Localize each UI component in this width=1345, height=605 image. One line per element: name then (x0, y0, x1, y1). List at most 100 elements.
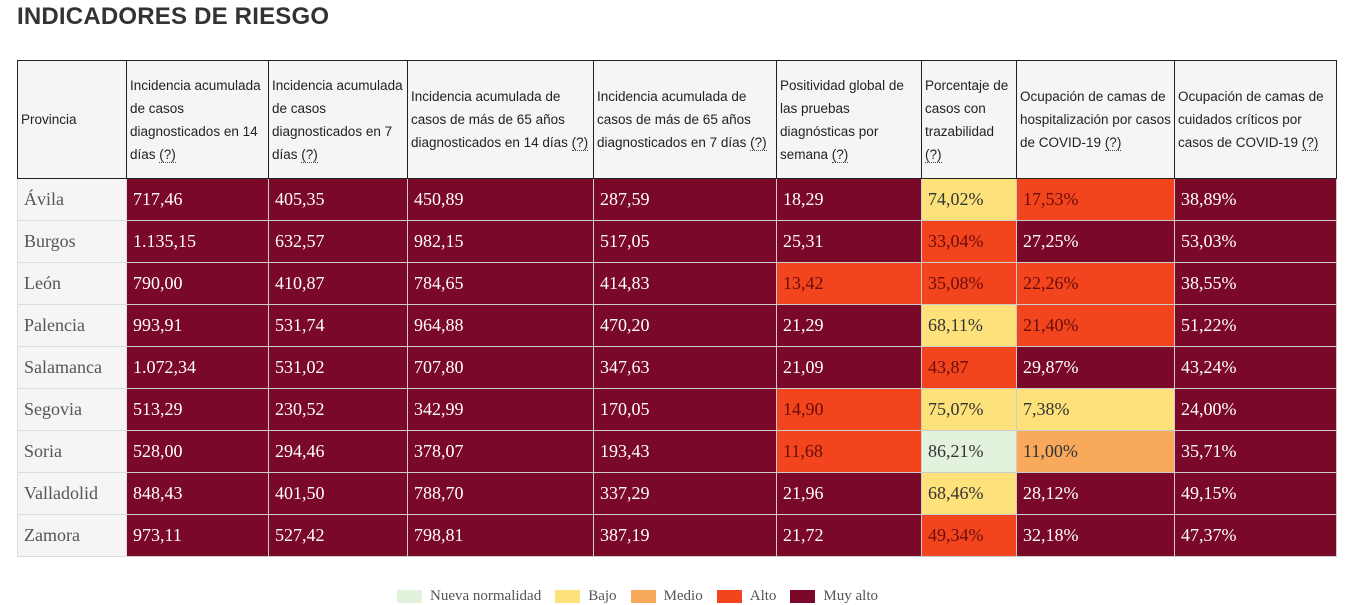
column-header-label: Incidencia acumulada de casos diagnostic… (130, 77, 261, 162)
province-cell: Burgos (17, 220, 127, 263)
province-cell: Soria (17, 430, 127, 473)
province-cell: León (17, 262, 127, 305)
indicator-cell: 49,15% (1174, 472, 1337, 515)
indicator-cell: 13,42 (776, 262, 922, 305)
indicator-cell: 337,29 (593, 472, 777, 515)
legend-swatch (397, 590, 422, 603)
indicator-cell: 11,00% (1016, 430, 1175, 473)
indicator-cell: 32,18% (1016, 514, 1175, 557)
help-tooltip-trigger[interactable]: (?) (571, 135, 589, 151)
column-header: Incidencia acumulada de casos de más de … (593, 60, 777, 179)
help-tooltip-trigger[interactable]: (?) (159, 146, 176, 163)
table-row: Ávila 717,46 405,35 450,89 287,59 18,29 74,02%… (17, 178, 1337, 221)
province-cell: Valladolid (17, 472, 127, 515)
indicator-cell: 51,22% (1174, 304, 1337, 347)
indicator-cell: 347,63 (593, 346, 777, 389)
column-header: Provincia (17, 60, 127, 179)
indicator-cell: 798,81 (407, 514, 594, 557)
legend-swatch (790, 590, 816, 603)
indicator-cell: 75,07% (921, 388, 1017, 431)
table-row: León 790,00 410,87 784,65 414,83 13,42 35,08% 2… (17, 262, 1337, 305)
legend-label: Muy alto (823, 588, 878, 604)
indicator-cell: 982,15 (407, 220, 594, 263)
indicator-cell: 717,46 (126, 178, 269, 221)
table-row: Segovia 513,29 230,52 342,99 170,05 14,90 75,0… (17, 388, 1337, 431)
province-cell: Palencia (17, 304, 127, 347)
indicator-cell: 18,29 (776, 178, 922, 221)
indicator-cell: 11,68 (776, 430, 922, 473)
indicator-cell: 170,05 (593, 388, 777, 431)
help-tooltip-trigger[interactable]: (?) (925, 146, 942, 163)
indicator-cell: 27,25% (1016, 220, 1175, 263)
column-header: Porcentaje de casos con trazabilidad (?) (921, 60, 1017, 179)
indicator-cell: 38,89% (1174, 178, 1337, 221)
column-header: Incidencia acumulada de casos diagnostic… (268, 60, 408, 179)
indicator-cell: 21,96 (776, 472, 922, 515)
indicator-cell: 28,12% (1016, 472, 1175, 515)
indicator-cell: 1.072,34 (126, 346, 269, 389)
legend-item: Bajo (555, 588, 617, 605)
indicator-cell: 21,40% (1016, 304, 1175, 347)
indicator-cell: 47,37% (1174, 514, 1337, 557)
legend: Nueva normalidad Bajo Medio Alto Muy alto (397, 588, 892, 605)
legend-item: Medio (630, 588, 703, 605)
indicator-cell: 33,04% (921, 220, 1017, 263)
indicator-cell: 517,05 (593, 220, 777, 263)
indicator-cell: 22,26% (1016, 262, 1175, 305)
indicator-cell: 531,02 (268, 346, 408, 389)
indicator-cell: 43,24% (1174, 346, 1337, 389)
indicator-cell: 21,09 (776, 346, 922, 389)
legend-swatch (630, 590, 656, 603)
indicator-cell: 342,99 (407, 388, 594, 431)
indicator-cell: 294,46 (268, 430, 408, 473)
indicator-cell: 21,29 (776, 304, 922, 347)
indicator-cell: 21,72 (776, 514, 922, 557)
province-cell: Segovia (17, 388, 127, 431)
table-row: Zamora 973,11 527,42 798,81 387,19 21,72 49,34… (17, 514, 1337, 557)
indicator-cell: 964,88 (407, 304, 594, 347)
table-row: Burgos 1.135,15 632,57 982,15 517,05 25,31 33,… (17, 220, 1337, 263)
indicator-cell: 38,55% (1174, 262, 1337, 305)
province-cell: Zamora (17, 514, 127, 557)
indicator-cell: 848,43 (126, 472, 269, 515)
help-tooltip-trigger[interactable]: (?) (1301, 135, 1319, 151)
indicator-cell: 17,53% (1016, 178, 1175, 221)
legend-item: Alto (716, 588, 777, 605)
indicator-cell: 788,70 (407, 472, 594, 515)
column-header-label: Incidencia acumulada de casos diagnostic… (272, 77, 403, 162)
indicator-cell: 68,46% (921, 472, 1017, 515)
help-tooltip-trigger[interactable]: (?) (750, 135, 767, 151)
help-tooltip-trigger[interactable]: (?) (301, 146, 318, 163)
help-tooltip-trigger[interactable]: (?) (1104, 135, 1122, 151)
indicator-cell: 790,00 (126, 262, 269, 305)
legend-item: Nueva normalidad (397, 588, 541, 605)
indicator-cell: 49,34% (921, 514, 1017, 557)
column-header: Incidencia acumulada de casos diagnostic… (126, 60, 269, 179)
help-tooltip-trigger[interactable]: (?) (831, 146, 849, 163)
legend-label: Alto (749, 588, 777, 604)
indicator-cell: 35,08% (921, 262, 1017, 305)
column-header-label: Ocupación de camas de cuidados críticos … (1178, 89, 1324, 150)
indicator-cell: 24,00% (1174, 388, 1337, 431)
indicator-cell: 470,20 (593, 304, 777, 347)
indicator-cell: 527,42 (268, 514, 408, 557)
indicator-cell: 450,89 (407, 178, 594, 221)
table-body: Ávila 717,46 405,35 450,89 287,59 18,29 74,02%… (17, 178, 1337, 557)
indicator-cell: 632,57 (268, 220, 408, 263)
table-row: Valladolid 848,43 401,50 788,70 337,29 21,96 6… (17, 472, 1337, 515)
indicator-cell: 7,38% (1016, 388, 1175, 431)
indicator-cell: 287,59 (593, 178, 777, 221)
indicator-cell: 414,83 (593, 262, 777, 305)
column-header: Ocupación de camas de cuidados críticos … (1174, 60, 1337, 179)
province-cell: Ávila (17, 178, 127, 221)
indicator-cell: 53,03% (1174, 220, 1337, 263)
indicator-cell: 43,87 (921, 346, 1017, 389)
page-title: INDICADORES DE RIESGO (17, 3, 330, 30)
table-row: Salamanca 1.072,34 531,02 707,80 347,63 21,09… (17, 346, 1337, 389)
column-header-label: Porcentaje de casos con trazabilidad (925, 77, 1009, 139)
table-row: Palencia 993,91 531,74 964,88 470,20 21,29 68,… (17, 304, 1337, 347)
legend-swatch (716, 590, 742, 603)
indicator-cell: 401,50 (268, 472, 408, 515)
risk-indicators-table: Provincia Incidencia acumulada de casos d… (17, 60, 1337, 557)
legend-swatch (555, 590, 581, 603)
